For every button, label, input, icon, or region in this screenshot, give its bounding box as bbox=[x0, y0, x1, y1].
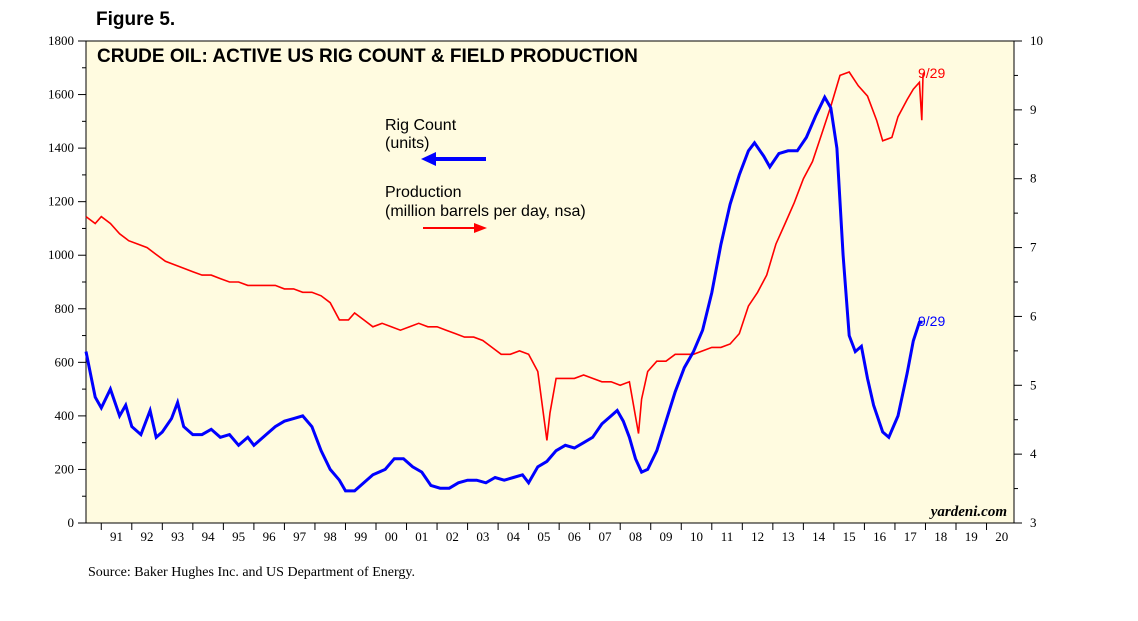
right-tick-label: 4 bbox=[1030, 446, 1037, 461]
x-tick-label: 16 bbox=[873, 529, 887, 544]
x-tick-label: 00 bbox=[385, 529, 398, 544]
x-tick-label: 05 bbox=[537, 529, 550, 544]
x-tick-label: 19 bbox=[965, 529, 978, 544]
x-tick-label: 01 bbox=[415, 529, 428, 544]
x-tick-label: 06 bbox=[568, 529, 582, 544]
source-note: Source: Baker Hughes Inc. and US Departm… bbox=[88, 565, 415, 580]
left-tick-label: 1400 bbox=[48, 140, 74, 155]
x-tick-label: 94 bbox=[202, 529, 216, 544]
left-tick-label: 600 bbox=[55, 354, 75, 369]
left-tick-label: 1000 bbox=[48, 247, 74, 262]
watermark: yardeni.com bbox=[929, 504, 1007, 520]
x-axis: 91 92 93 94 95 96 97 98 99 00 01 02 03 04 05 06 07 08 09 10… bbox=[100, 523, 1008, 544]
x-tick-label: 97 bbox=[293, 529, 307, 544]
x-tick-label: 12 bbox=[751, 529, 764, 544]
rig-count-end-label: 9/29 bbox=[918, 313, 945, 329]
x-tick-label: 98 bbox=[324, 529, 337, 544]
x-tick-label: 14 bbox=[812, 529, 826, 544]
x-tick-label: 99 bbox=[354, 529, 367, 544]
legend-rig-label: Rig Count bbox=[385, 117, 457, 134]
x-tick-label: 08 bbox=[629, 529, 642, 544]
x-tick-label: 02 bbox=[446, 529, 459, 544]
production-line bbox=[85, 71, 926, 441]
left-tick-label: 800 bbox=[55, 301, 75, 316]
legend: Rig Count (units) Production (million ba… bbox=[385, 117, 586, 233]
x-tick-label: 10 bbox=[690, 529, 703, 544]
left-tick-label: 1800 bbox=[48, 33, 74, 48]
x-tick-label: 11 bbox=[721, 529, 734, 544]
left-tick-label: 0 bbox=[68, 515, 75, 530]
x-tick-label: 91 bbox=[110, 529, 123, 544]
chart-title: CRUDE OIL: ACTIVE US RIG COUNT & FIELD P… bbox=[97, 46, 638, 67]
left-tick-label: 400 bbox=[55, 408, 75, 423]
x-tick-label: 03 bbox=[476, 529, 489, 544]
production-end-label: 9/29 bbox=[918, 65, 945, 81]
x-tick-label: 09 bbox=[660, 529, 673, 544]
left-axis: 0 200 400 600 800 1000 1200 1400 1600 1800 bbox=[48, 33, 86, 530]
x-tick-label: 18 bbox=[934, 529, 947, 544]
x-tick-label: 13 bbox=[782, 529, 795, 544]
x-tick-label: 93 bbox=[171, 529, 184, 544]
legend-rig-unit: (units) bbox=[385, 135, 429, 152]
right-tick-label: 6 bbox=[1030, 308, 1037, 323]
right-tick-label: 9 bbox=[1030, 102, 1037, 117]
legend-production-arrow bbox=[423, 223, 487, 233]
right-tick-label: 3 bbox=[1030, 515, 1037, 530]
x-tick-label: 04 bbox=[507, 529, 521, 544]
right-tick-label: 10 bbox=[1030, 33, 1043, 48]
legend-rig-arrow-head bbox=[421, 152, 436, 166]
legend-production-arrow-head bbox=[474, 223, 487, 233]
left-tick-label: 200 bbox=[55, 461, 75, 476]
right-tick-label: 5 bbox=[1030, 377, 1037, 392]
legend-rig-arrow bbox=[421, 152, 486, 166]
left-tick-label: 1600 bbox=[48, 87, 74, 102]
rig-count-line bbox=[84, 93, 923, 493]
x-tick-label: 95 bbox=[232, 529, 245, 544]
right-tick-label: 7 bbox=[1030, 240, 1037, 255]
left-tick-label: 1200 bbox=[48, 194, 74, 209]
x-tick-label: 07 bbox=[598, 529, 612, 544]
x-tick-label: 20 bbox=[995, 529, 1008, 544]
x-tick-label: 92 bbox=[141, 529, 154, 544]
legend-production-unit: (million barrels per day, nsa) bbox=[385, 203, 586, 220]
right-axis: 3 4 5 6 7 8 9 10 bbox=[1014, 33, 1043, 530]
x-tick-label: 17 bbox=[904, 529, 918, 544]
right-tick-label: 8 bbox=[1030, 171, 1037, 186]
legend-production-label: Production bbox=[385, 184, 462, 201]
x-tick-label: 96 bbox=[263, 529, 277, 544]
figure-label: Figure 5. bbox=[96, 9, 176, 30]
x-tick-label: 15 bbox=[843, 529, 856, 544]
